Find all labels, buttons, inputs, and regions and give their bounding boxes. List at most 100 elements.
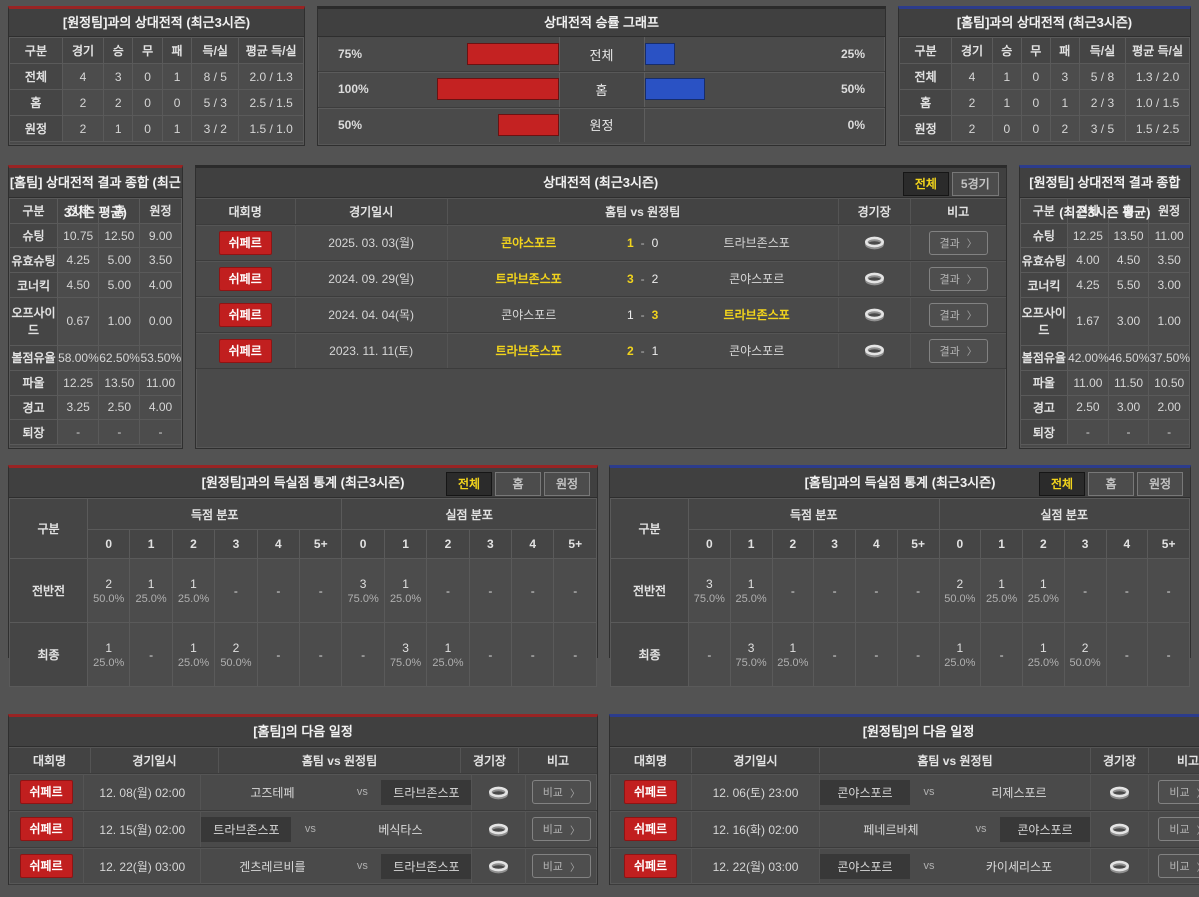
column-header: 평균 득/실: [238, 37, 304, 64]
result-button-label: 결과: [939, 345, 960, 358]
table-row: 유효슈팅 4.25 5.00 3.50: [8, 247, 182, 274]
table-row: 파울 11.00 11.50 10.50: [1019, 369, 1190, 396]
column-header: 승: [103, 37, 134, 64]
dist-cell: -: [341, 622, 385, 687]
goal-count-header: 1: [729, 529, 773, 560]
percent: 75.0%: [693, 592, 725, 605]
tab-5경기[interactable]: 5경기: [951, 172, 999, 196]
dist-cell: -: [1063, 558, 1107, 624]
row-label: 코너킥: [8, 272, 59, 298]
compare-button[interactable]: 비교 〉: [1158, 854, 1199, 878]
league-badge: 쉬페르: [218, 302, 272, 327]
goal-count-header: 0: [938, 529, 982, 560]
count: -: [790, 583, 795, 598]
tab-원정[interactable]: 원정: [544, 472, 590, 496]
stadium-icon[interactable]: [863, 235, 886, 250]
stadium-icon[interactable]: [863, 307, 886, 322]
table-row: 경고 2.50 3.00 2.00: [1019, 394, 1190, 421]
list-header-row: 대회명 경기일시 홈팀 vs 원정팀 경기장 비고: [610, 747, 1199, 774]
count: 1: [402, 576, 409, 591]
panel-title: [홈팀] 상대전적 결과 종합 (최근3시즌 평균): [9, 168, 182, 220]
goal-count-header: 0: [688, 529, 731, 560]
stadium-icon[interactable]: [1108, 785, 1131, 800]
row-label: 전체: [9, 63, 63, 90]
dist-cell: -: [256, 558, 301, 624]
row-label: 홈: [9, 89, 63, 116]
count: 1: [956, 640, 964, 655]
dist-cell: 1 25.0%: [86, 622, 131, 687]
header-date: 경기일시: [91, 747, 219, 773]
score-separator: -: [640, 235, 645, 250]
tab-전체[interactable]: 전체: [1039, 472, 1085, 496]
stadium-icon[interactable]: [487, 822, 510, 837]
column-header: 패: [161, 37, 193, 64]
count: 1: [147, 576, 155, 591]
home-summary-table: 구분전체홈원정슈팅10.7512.509.00유효슈팅4.255.003.50코…: [8, 198, 182, 445]
column-header: 경기: [951, 37, 993, 64]
result-button[interactable]: 결과 〉: [928, 230, 988, 255]
count: -: [573, 583, 578, 598]
vs-label: vs: [356, 860, 368, 872]
column-header: 구분: [8, 198, 59, 224]
goal-count-header: 4: [511, 529, 555, 560]
stat-value: 1.67: [1067, 296, 1109, 347]
percent: 75.0%: [347, 592, 379, 605]
count: 1: [998, 576, 1005, 591]
compare-button[interactable]: 비교 〉: [531, 854, 591, 878]
stadium-icon[interactable]: [487, 785, 510, 800]
chevron-right-icon: 〉: [966, 311, 977, 322]
chevron-right-icon: 〉: [1197, 785, 1199, 800]
dist-cell: 1 25.0%: [129, 558, 173, 624]
stat-value: 1.5 / 2.5: [1125, 115, 1190, 142]
count: 1: [190, 576, 197, 591]
compare-button[interactable]: 비교 〉: [1158, 780, 1199, 804]
panel-home-h2h: [홈팀]과의 상대전적 (최근3시즌) 구분 경기 승 무 패 득/실 평균 득/실 전체 4 1…: [898, 6, 1191, 146]
count: -: [1124, 583, 1129, 598]
stat-value: 5.00: [98, 247, 141, 274]
stadium-icon[interactable]: [1108, 859, 1131, 874]
stadium-icon[interactable]: [863, 343, 886, 358]
compare-button[interactable]: 비교 〉: [531, 817, 591, 841]
stat-value: 2: [61, 89, 105, 116]
league-badge: 쉬페르: [623, 854, 678, 878]
count: -: [530, 583, 535, 598]
compare-button[interactable]: 비교 〉: [1158, 817, 1199, 841]
goal-count-header: 0: [341, 529, 385, 560]
stadium-icon[interactable]: [1108, 822, 1131, 837]
tab-전체[interactable]: 전체: [446, 472, 492, 496]
tab-전체[interactable]: 전체: [902, 172, 949, 196]
tab-홈[interactable]: 홈: [495, 472, 541, 496]
stadium-icon[interactable]: [863, 271, 886, 286]
dist-cell: 1 25.0%: [1022, 558, 1065, 624]
compare-button[interactable]: 비교 〉: [531, 780, 591, 804]
row-label: 슈팅: [1019, 222, 1069, 249]
row-label: 전체: [898, 63, 953, 90]
away-goal-table: 구분 득점 분포 실점 분포 0 1 2 3 4 5+ 0 1 2 3 4 5+ 전반전 2 50.0% 1 25.0…: [9, 497, 597, 687]
row-label: 오프사이드: [8, 296, 59, 347]
column-header: 구분: [1019, 198, 1069, 224]
dist-cell: 3 75.0%: [688, 558, 731, 624]
tab-홈[interactable]: 홈: [1088, 472, 1134, 496]
result-button[interactable]: 결과 〉: [928, 338, 988, 363]
home-team: 트라브존스포: [201, 816, 292, 842]
tab-원정[interactable]: 원정: [1137, 472, 1183, 496]
stadium-icon[interactable]: [487, 859, 510, 874]
result-button[interactable]: 결과 〉: [928, 266, 988, 291]
panel-title: [홈팀]과의 상대전적 (최근3시즌): [899, 9, 1190, 37]
right-value-label: 50%: [840, 82, 865, 97]
dist-cell: -: [1147, 622, 1190, 687]
league-badge: 쉬페르: [623, 817, 678, 841]
away-score: 0: [651, 235, 659, 250]
header-note: 비고: [546, 753, 570, 768]
result-button[interactable]: 결과 〉: [928, 302, 988, 327]
goal-count-header: 1: [383, 529, 428, 560]
blue-bar: [644, 78, 706, 101]
goal-count-header: 2: [171, 529, 216, 560]
winrate-chart: 75% 전체 25% 100% 홈 50% 50% 원정 0%: [318, 37, 885, 142]
count: 3: [359, 576, 367, 591]
percent: 25.0%: [986, 592, 1018, 605]
count: -: [149, 647, 154, 662]
away-team: 카이세리스포: [985, 859, 1053, 874]
